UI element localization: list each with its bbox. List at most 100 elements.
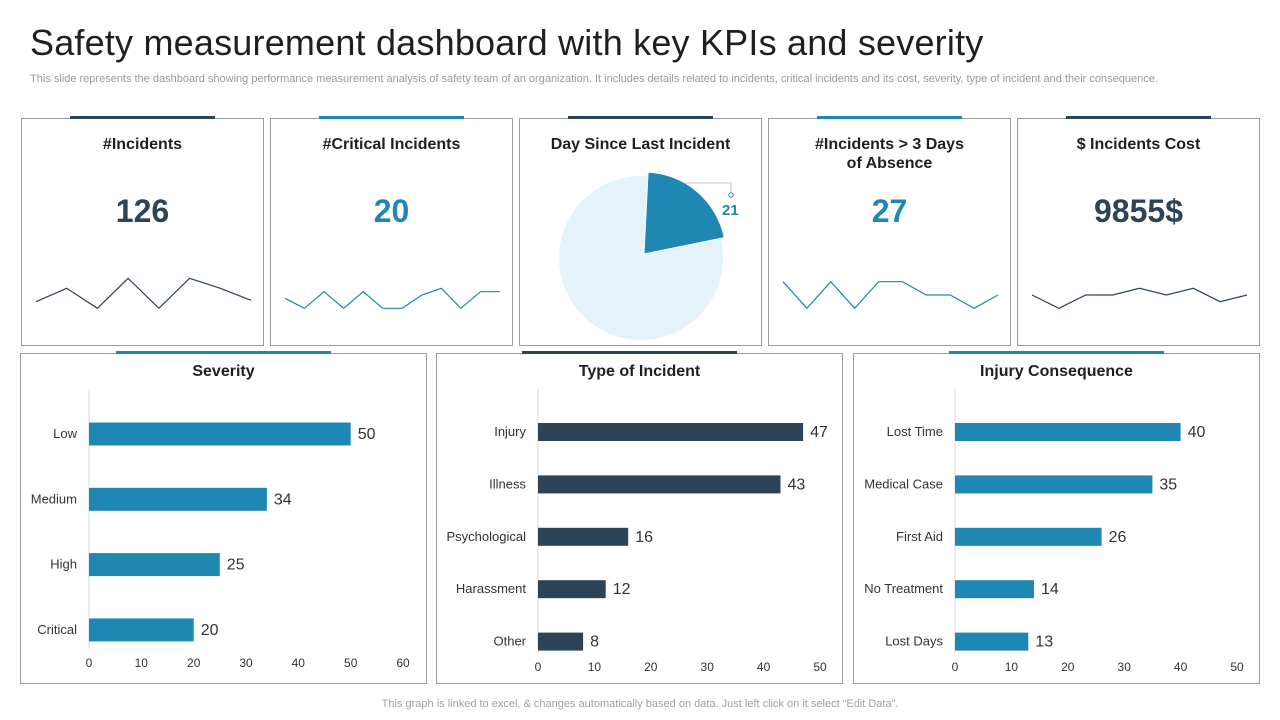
- card-accent-bar: [522, 351, 737, 354]
- category-label: Medical Case: [864, 476, 943, 491]
- bar: [538, 475, 781, 494]
- kpi-card-incidents-cost[interactable]: $ Incidents Cost 9855$: [1017, 116, 1260, 346]
- kpi-card-incidents[interactable]: #Incidents 126: [21, 116, 264, 346]
- pie-leader-line: [685, 182, 732, 192]
- kpi-card-day-since-last-incident[interactable]: Day Since Last Incident 21: [519, 116, 762, 346]
- category-label: No Treatment: [864, 581, 943, 596]
- chart-card-injury-consequence[interactable]: Injury Consequence Lost Time 40 Medical Ca…: [853, 351, 1260, 684]
- category-label: Medium: [31, 491, 77, 506]
- tick-label: 40: [757, 660, 771, 674]
- bar: [538, 527, 629, 546]
- data-label: 25: [227, 557, 245, 574]
- data-label: 8: [590, 634, 599, 651]
- category-label: Critical: [37, 622, 77, 637]
- sparkline-path: [1031, 287, 1248, 309]
- kpi-value: 20: [373, 193, 410, 229]
- sparkline: [1031, 287, 1248, 309]
- chart-title: Injury Consequence: [980, 363, 1133, 380]
- card-accent-bar: [817, 116, 962, 119]
- tick-label: 0: [952, 660, 959, 674]
- sparkline-path: [782, 280, 999, 310]
- tick-label: 40: [292, 656, 306, 670]
- tick-label: 50: [344, 656, 358, 670]
- tick-label: 10: [135, 656, 149, 670]
- sparkline-path: [284, 287, 500, 310]
- data-label: 16: [635, 529, 653, 546]
- bar: [89, 487, 267, 511]
- sparkline: [35, 277, 252, 310]
- category-label: Other: [493, 634, 526, 649]
- chart-card-severity[interactable]: Severity Low 50 Medium 34 High 25 Critical 20 0 1…: [20, 351, 427, 684]
- pie-chart: 21: [559, 171, 739, 340]
- tick-label: 10: [588, 660, 602, 674]
- category-label: Lost Days: [885, 634, 943, 649]
- chart-card-type-of-incident[interactable]: Type of Incident Injury 47 Illness 43 Psycho…: [436, 351, 843, 684]
- kpi-title: Day Since Last Incident: [550, 136, 731, 153]
- footer-note: This graph is linked to excel, & changes…: [381, 698, 899, 710]
- sparkline-path: [35, 277, 252, 310]
- data-label: 20: [201, 622, 219, 639]
- chart-title: Type of Incident: [578, 363, 701, 380]
- card-accent-bar: [70, 116, 215, 119]
- page-title: Safety measurement dashboard with key KP…: [30, 22, 984, 63]
- tick-label: 10: [1005, 660, 1019, 674]
- tick-label: 20: [187, 656, 201, 670]
- category-label: Low: [53, 426, 77, 441]
- tick-label: 50: [813, 660, 827, 674]
- bar: [89, 553, 220, 577]
- data-label: 12: [613, 581, 631, 598]
- data-label: 43: [788, 476, 806, 493]
- tick-label: 30: [701, 660, 715, 674]
- bar: [538, 423, 804, 441]
- data-label: 47: [810, 424, 828, 441]
- category-label: First Aid: [896, 529, 943, 544]
- tick-label: 20: [644, 660, 658, 674]
- kpi-title: $ Incidents Cost: [1076, 136, 1201, 153]
- tick-label: 0: [86, 656, 93, 670]
- chart-title: Severity: [192, 363, 255, 380]
- kpi-title: #Incidents > 3 Days of Absence: [815, 136, 964, 172]
- card-accent-bar: [949, 351, 1164, 354]
- data-label: 26: [1109, 529, 1127, 546]
- data-label: 40: [1188, 424, 1206, 441]
- card-accent-bar: [568, 116, 713, 119]
- data-label: 34: [274, 491, 292, 508]
- tick-label: 50: [1230, 660, 1244, 674]
- category-label: High: [50, 557, 77, 572]
- tick-label: 20: [1061, 660, 1075, 674]
- kpi-card-incidents-absence[interactable]: #Incidents > 3 Days of Absence 27: [768, 116, 1011, 346]
- kpi-title: #Incidents: [102, 136, 183, 153]
- sparkline: [284, 287, 500, 310]
- bar: [955, 632, 1029, 651]
- category-label: Illness: [489, 476, 526, 491]
- category-label: Lost Time: [887, 424, 943, 439]
- card-accent-bar: [319, 116, 464, 119]
- kpi-value: 126: [115, 193, 170, 229]
- kpi-title: #Critical Incidents: [322, 136, 461, 153]
- tick-label: 0: [535, 660, 542, 674]
- bar-chart: Low 50 Medium 34 High 25 Critical 20 0 10 20 30 40 50…: [31, 389, 410, 670]
- bar: [955, 527, 1102, 546]
- kpi-value: 27: [871, 193, 908, 229]
- card-accent-bar: [1066, 116, 1211, 119]
- bar-chart: Lost Time 40 Medical Case 35 First Aid 26 No T…: [864, 389, 1244, 674]
- bar: [89, 618, 194, 642]
- pie-slice-value: [643, 171, 725, 255]
- kpi-card-critical-incidents[interactable]: #Critical Incidents 20: [270, 116, 513, 346]
- pie-data-label: 21: [722, 202, 739, 219]
- category-label: Harassment: [456, 581, 526, 596]
- card-accent-bar: [116, 351, 331, 354]
- data-label: 14: [1041, 581, 1059, 598]
- data-label: 35: [1159, 476, 1177, 493]
- tick-label: 30: [1118, 660, 1132, 674]
- bar: [955, 475, 1153, 494]
- data-label: 13: [1035, 634, 1053, 651]
- tick-label: 40: [1174, 660, 1188, 674]
- bar: [955, 423, 1181, 441]
- pie-leader-dot: [728, 192, 734, 198]
- sparkline: [782, 280, 999, 310]
- bar: [538, 580, 606, 599]
- page-subtitle: This slide represents the dashboard show…: [30, 73, 1158, 85]
- bar: [538, 632, 584, 651]
- tick-label: 60: [396, 656, 410, 670]
